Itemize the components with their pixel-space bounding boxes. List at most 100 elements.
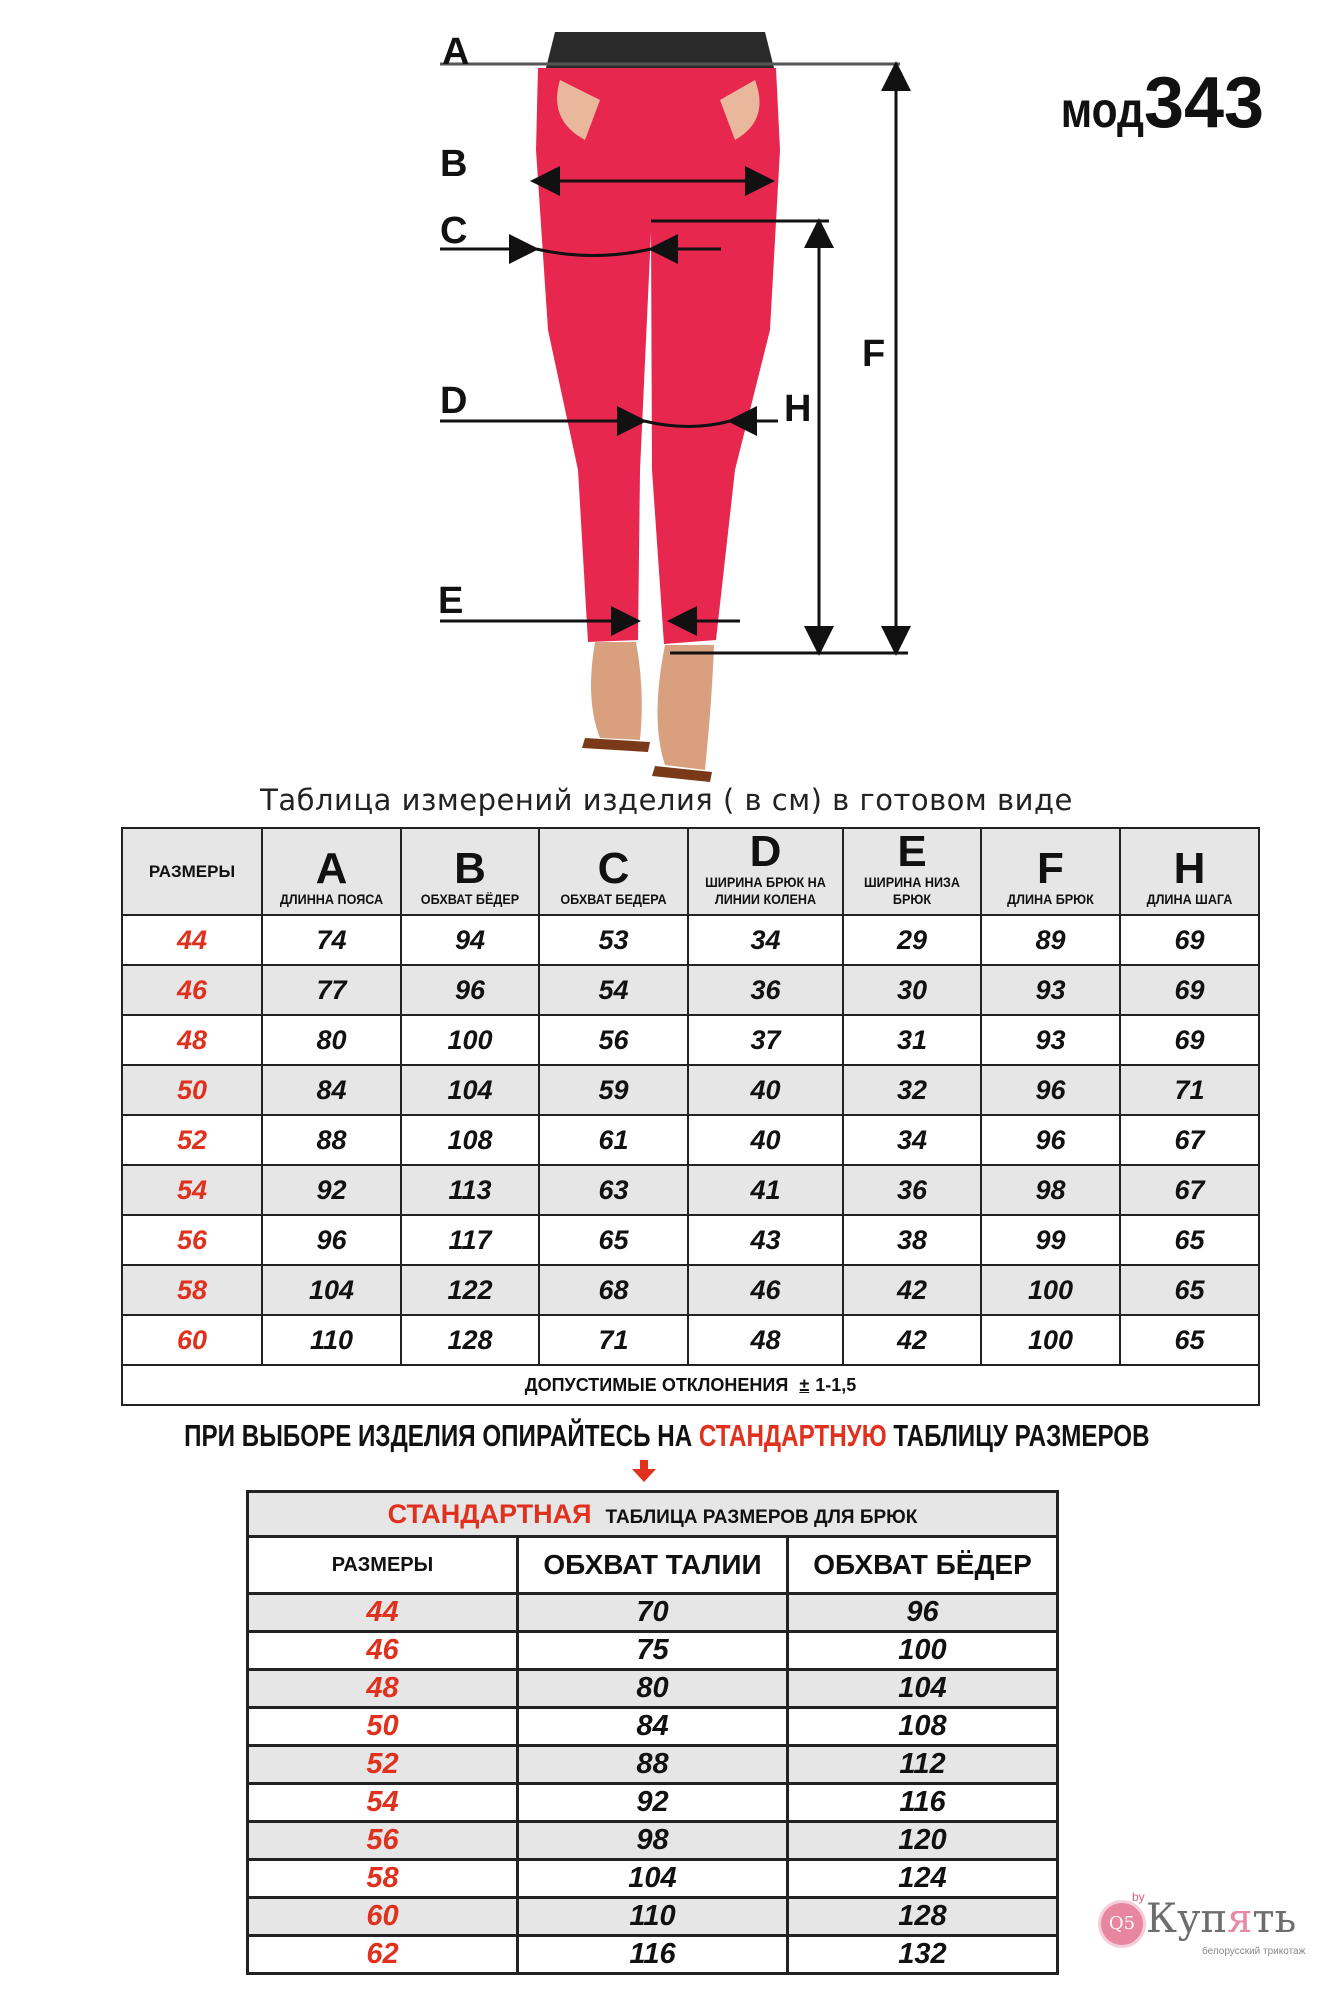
size-cell: 54 — [121, 1164, 263, 1216]
value-cell: 96 — [261, 1214, 402, 1266]
column-label: ДЛИНА БРЮК — [1007, 891, 1094, 907]
value-cell: 61 — [538, 1114, 689, 1166]
column-header: E ШИРИНА НИЗА БРЮК — [842, 827, 982, 916]
value-cell: 46 — [687, 1264, 844, 1316]
column-header: A ДЛИННА ПОЯСА — [261, 827, 402, 916]
model-prefix: мод — [1060, 82, 1144, 138]
column-header: ОБХВАТ ТАЛИИ — [516, 1535, 789, 1595]
size-cell: 50 — [246, 1706, 519, 1747]
column-letter: D — [749, 827, 782, 876]
value-cell: 56 — [538, 1014, 689, 1066]
column-header: D ШИРИНА БРЮК НА ЛИНИИ КОЛЕНА — [687, 827, 844, 916]
size-cell: 46 — [121, 964, 263, 1016]
table-row: 54 92 113 63 41 36 98 67 — [121, 1164, 1260, 1216]
value-cell: 41 — [687, 1164, 844, 1216]
value-cell: 117 — [400, 1214, 540, 1266]
column-label: ОБХВАТ БЁДЕР — [420, 891, 520, 907]
brand-logo: Q5 by Купять белорусский трикотаж — [1090, 1890, 1330, 1960]
value-cell: 96 — [980, 1114, 1121, 1166]
value-cell: 67 — [1119, 1114, 1260, 1166]
standard-title: СТАНДАРТНАЯ ТАБЛИЦА РАЗМЕРОВ ДЛЯ БРЮК — [246, 1490, 1059, 1538]
value-cell: 100 — [400, 1014, 540, 1066]
table-row: 46 77 96 54 36 30 93 69 — [121, 964, 1260, 1016]
value-cell: 88 — [261, 1114, 402, 1166]
size-cell: 60 — [121, 1314, 263, 1366]
column-label: ДЛИННА ПОЯСА — [279, 891, 384, 907]
size-cell: 50 — [121, 1064, 263, 1116]
label-f: F — [862, 333, 885, 375]
column-label: ШИРИНА БРЮК НА ЛИНИИ КОЛЕНА — [705, 874, 826, 907]
model-number: мод343 — [1046, 62, 1264, 144]
waist-cell: 80 — [516, 1668, 789, 1709]
value-cell: 32 — [842, 1064, 982, 1116]
hips-cell: 120 — [786, 1820, 1059, 1861]
column-letter: B — [454, 844, 486, 893]
value-cell: 71 — [1119, 1064, 1260, 1116]
size-cell: 52 — [121, 1114, 263, 1166]
table-header-row: РАЗМЕРЫ A ДЛИННА ПОЯСА B ОБХВАТ БЁДЕР C ОБХВАТ… — [121, 827, 1260, 916]
table-row: 44 74 94 53 34 29 89 69 — [121, 914, 1260, 966]
value-cell: 104 — [261, 1264, 402, 1316]
waist-cell: 84 — [516, 1706, 789, 1747]
logo-suffix: by — [1132, 1890, 1145, 1904]
value-cell: 80 — [261, 1014, 402, 1066]
value-cell: 93 — [980, 964, 1121, 1016]
size-cell: 52 — [246, 1744, 519, 1785]
label-d: D — [440, 380, 467, 422]
arrow-down-icon — [632, 1460, 656, 1482]
value-cell: 69 — [1119, 1014, 1260, 1066]
logo-word-accent: я — [1227, 1896, 1253, 1942]
value-cell: 37 — [687, 1014, 844, 1066]
value-cell: 63 — [538, 1164, 689, 1216]
waist-cell: 92 — [516, 1782, 789, 1823]
logo-badge: Q5 — [1098, 1900, 1146, 1948]
value-cell: 67 — [1119, 1164, 1260, 1216]
waist-cell: 104 — [516, 1858, 789, 1899]
model-code: 343 — [1143, 63, 1265, 143]
table-row: 44 70 96 — [246, 1592, 1059, 1633]
column-header: B ОБХВАТ БЁДЕР — [400, 827, 540, 916]
tolerance-value: 1-1,5 — [815, 1374, 857, 1395]
value-cell: 110 — [261, 1314, 402, 1366]
column-header: РАЗМЕРЫ — [246, 1535, 519, 1595]
value-cell: 31 — [842, 1014, 982, 1066]
table-row: 54 92 116 — [246, 1782, 1059, 1823]
title-rest: ТАБЛИЦА РАЗМЕРОВ ДЛЯ БРЮК — [605, 1506, 918, 1528]
size-notice: ПРИ ВЫБОРЕ ИЗДЕЛИЯ ОПИРАЙТЕСЬ НА СТАНДАР… — [0, 1418, 1333, 1454]
table-row: 46 75 100 — [246, 1630, 1059, 1671]
label-b: B — [440, 143, 467, 185]
logo-wordmark: Купять — [1146, 1896, 1296, 1942]
hips-cell: 104 — [786, 1668, 1059, 1709]
value-cell: 89 — [980, 914, 1121, 966]
logo-word-start: Куп — [1146, 1896, 1228, 1942]
value-cell: 65 — [538, 1214, 689, 1266]
value-cell: 99 — [980, 1214, 1121, 1266]
size-cell: 56 — [246, 1820, 519, 1861]
waist-cell: 75 — [516, 1630, 789, 1671]
size-cell: 58 — [121, 1264, 263, 1316]
value-cell: 69 — [1119, 914, 1260, 966]
table-row: 50 84 104 59 40 32 96 71 — [121, 1064, 1260, 1116]
value-cell: 36 — [687, 964, 844, 1016]
measurements-caption: Таблица измерений изделия ( в см) в гото… — [260, 783, 1073, 817]
value-cell: 96 — [980, 1064, 1121, 1116]
column-header: ОБХВАТ БЁДЕР — [786, 1535, 1059, 1595]
tolerance-label: ДОПУСТИМЫЕ ОТКЛОНЕНИЯ — [524, 1374, 789, 1395]
notice-text-before: ПРИ ВЫБОРЕ ИЗДЕЛИЯ ОПИРАЙТЕСЬ НА — [183, 1418, 699, 1453]
column-label: ОБХВАТ БЕДЕРА — [560, 891, 667, 907]
size-cell: 58 — [246, 1858, 519, 1899]
table-row: 58 104 124 — [246, 1858, 1059, 1899]
standard-size-table: СТАНДАРТНАЯ ТАБЛИЦА РАЗМЕРОВ ДЛЯ БРЮК РАЗМ… — [246, 1490, 1059, 1975]
garment-measurements-table: РАЗМЕРЫ A ДЛИННА ПОЯСА B ОБХВАТ БЁДЕР C ОБХВАТ… — [121, 827, 1260, 1406]
value-cell: 100 — [980, 1314, 1121, 1366]
trousers-measurement-diagram: A B C D E F H — [438, 31, 911, 782]
label-a: A — [442, 31, 469, 73]
hips-cell: 116 — [786, 1782, 1059, 1823]
size-cell: 44 — [121, 914, 263, 966]
value-cell: 53 — [538, 914, 689, 966]
size-cell: 46 — [246, 1630, 519, 1671]
value-cell: 94 — [400, 914, 540, 966]
waist-cell: 116 — [516, 1934, 789, 1975]
value-cell: 108 — [400, 1114, 540, 1166]
logo-word-end: ть — [1252, 1896, 1297, 1942]
